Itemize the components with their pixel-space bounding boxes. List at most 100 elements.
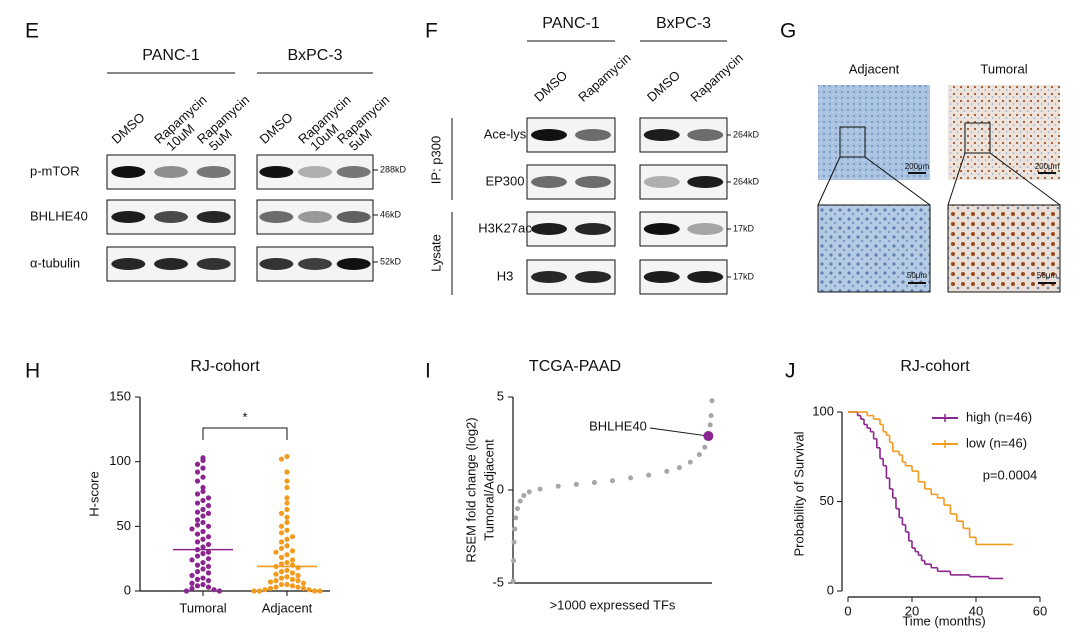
dot xyxy=(278,530,285,536)
band xyxy=(298,258,332,270)
dot xyxy=(205,523,212,529)
point xyxy=(708,413,714,419)
dot xyxy=(194,553,201,559)
dot xyxy=(194,583,201,589)
dot xyxy=(300,585,307,592)
x-axis-label: >1000 expressed TFs xyxy=(550,597,676,612)
point xyxy=(511,558,517,564)
point xyxy=(664,468,670,474)
band xyxy=(643,129,680,141)
zoom-line xyxy=(864,156,931,206)
dot xyxy=(200,544,206,550)
panel-label: F xyxy=(425,20,438,43)
y-tick-label: -5 xyxy=(492,574,504,589)
dot xyxy=(284,574,290,580)
dot xyxy=(205,570,212,576)
row-label: Ace-lys xyxy=(484,126,527,141)
panel-label: G xyxy=(780,20,796,43)
point xyxy=(521,493,527,499)
panel-label: J xyxy=(785,360,796,383)
band xyxy=(575,176,611,188)
scale-label: 200μm xyxy=(1035,162,1060,171)
size-label: 52kD xyxy=(380,256,402,266)
dot xyxy=(251,588,257,594)
band xyxy=(643,176,680,188)
band xyxy=(575,223,611,235)
y-tick-label: 5 xyxy=(497,388,504,403)
dot xyxy=(200,465,206,471)
dot xyxy=(216,588,223,594)
dot xyxy=(284,536,290,542)
dot xyxy=(200,457,206,463)
dot xyxy=(200,484,206,491)
x-tick-label: 40 xyxy=(969,603,983,618)
point xyxy=(676,465,682,471)
group-label: BxPC-3 xyxy=(656,15,711,32)
x-tick-label: 0 xyxy=(844,603,851,618)
dot xyxy=(284,495,290,501)
band xyxy=(154,166,188,178)
lane-label: DMSO xyxy=(644,68,683,105)
point xyxy=(510,578,516,584)
dot xyxy=(278,523,285,529)
y-tick-label: 0 xyxy=(827,582,834,597)
significance-bracket xyxy=(202,427,288,440)
chart-title: RJ-cohort xyxy=(900,358,970,375)
x-tick-label: 20 xyxy=(905,603,919,618)
band xyxy=(687,223,724,235)
band xyxy=(336,258,371,270)
y-tick-label: 0 xyxy=(124,582,131,597)
dot xyxy=(200,559,206,566)
dot xyxy=(205,495,212,501)
dot xyxy=(194,562,201,568)
dot xyxy=(289,557,296,563)
section-label: Lysate xyxy=(428,234,443,272)
panel-label: I xyxy=(425,360,431,383)
dot xyxy=(289,576,296,582)
dot xyxy=(200,581,206,588)
dot xyxy=(278,539,285,545)
size-label: 17kD xyxy=(733,223,755,233)
legend-label: low (n=46) xyxy=(966,435,1027,450)
dot xyxy=(284,559,290,566)
band xyxy=(643,271,680,283)
dot xyxy=(189,585,195,592)
y-tick-label: 50 xyxy=(117,518,131,533)
band xyxy=(687,271,724,283)
dot xyxy=(284,500,290,506)
band xyxy=(643,223,680,235)
point xyxy=(517,498,523,504)
dot xyxy=(194,478,201,484)
point xyxy=(702,444,708,450)
dot xyxy=(284,567,290,573)
dot xyxy=(273,578,279,584)
dot xyxy=(205,578,212,584)
row-label: H3 xyxy=(497,268,514,283)
band xyxy=(259,258,294,270)
scale-label: 200μm xyxy=(905,162,930,171)
y-tick-label: 100 xyxy=(109,453,131,468)
dot xyxy=(200,474,206,480)
dot xyxy=(189,572,195,579)
y-axis-label: Tumoral/Adjacent xyxy=(481,439,496,541)
point xyxy=(591,480,597,486)
section-label: IP: p300 xyxy=(428,136,443,184)
band xyxy=(298,211,332,223)
y-tick-label: 100 xyxy=(812,403,834,418)
dot xyxy=(211,587,217,593)
point xyxy=(696,452,702,458)
group-label: PANC-1 xyxy=(542,15,600,32)
row-label: α-tubulin xyxy=(30,255,80,270)
point xyxy=(526,489,532,495)
dot xyxy=(278,561,285,567)
dot xyxy=(205,556,212,562)
point xyxy=(707,422,713,428)
band xyxy=(336,211,371,223)
band xyxy=(196,258,231,270)
dot xyxy=(278,456,285,462)
dot xyxy=(289,548,296,554)
zoom-box xyxy=(839,126,866,158)
point xyxy=(687,459,693,465)
dot xyxy=(278,581,285,588)
point xyxy=(515,506,521,512)
